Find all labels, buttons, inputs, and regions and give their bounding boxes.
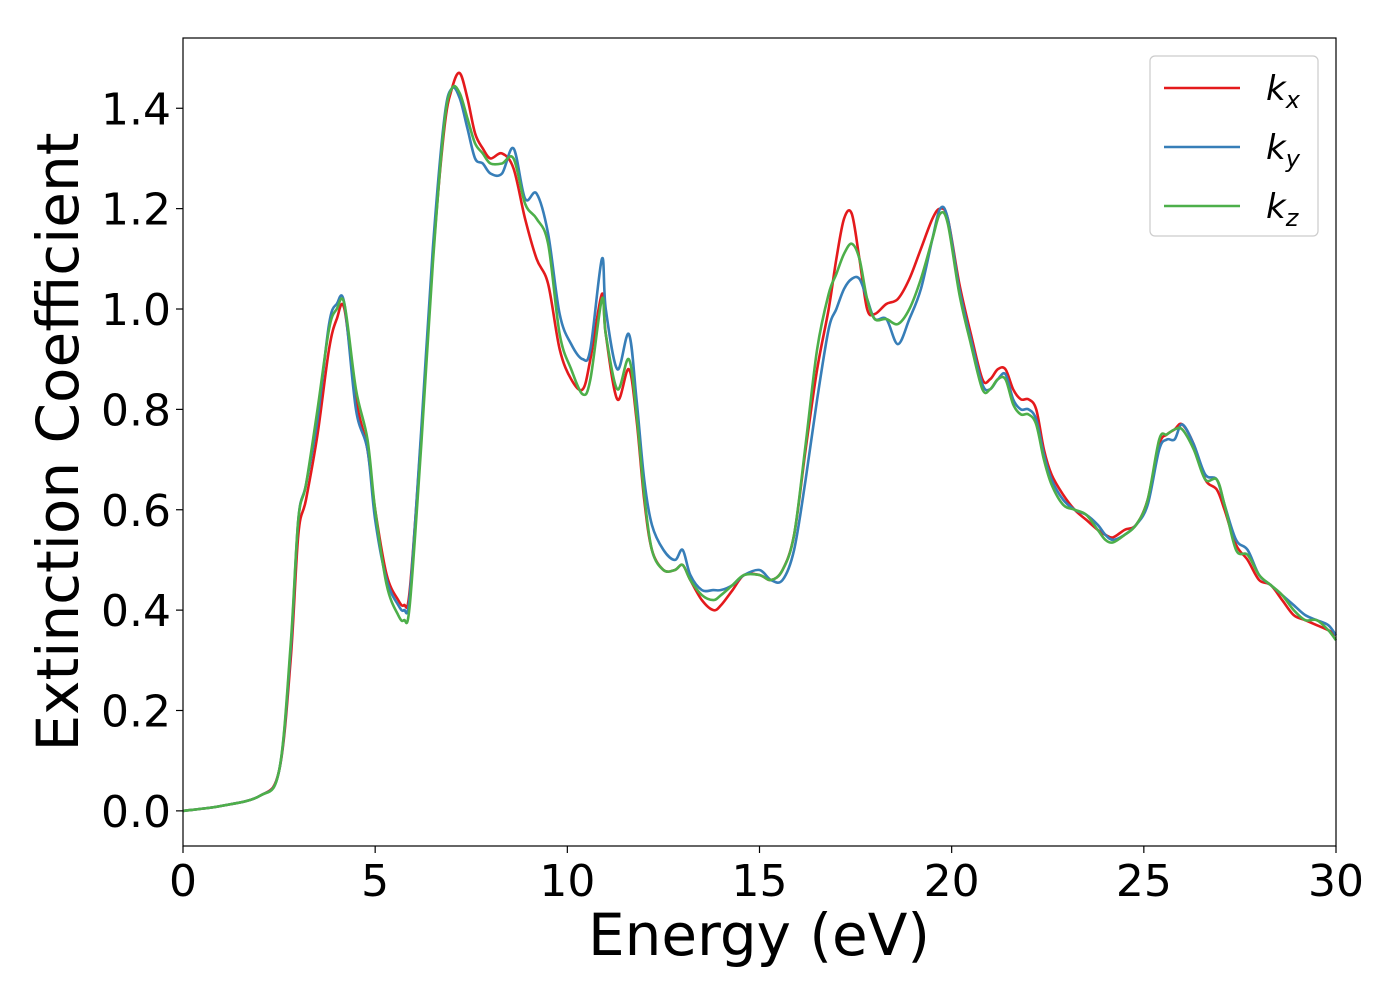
y-tick-label: 0.2 <box>101 686 171 737</box>
y-tick-label: 0.6 <box>101 486 171 537</box>
legend-label-ky: ky <box>1266 128 1301 173</box>
y-tick-label: 0.4 <box>101 586 171 637</box>
y-tick-label: 1.4 <box>101 84 171 135</box>
y-axis-ticks: 0.0 0.2 0.4 0.6 0.8 1.0 1.2 1.4 <box>101 84 183 838</box>
x-tick-label: 30 <box>1308 856 1364 907</box>
x-axis-title: Energy (eV) <box>588 901 930 969</box>
series-layer <box>182 71 1338 813</box>
y-tick-label: 1.0 <box>101 285 171 336</box>
series-line-kz <box>182 84 1338 813</box>
x-tick-label: 15 <box>732 856 788 907</box>
y-axis-title: Extinction Coefficient <box>24 133 92 752</box>
y-tick-label: 0.0 <box>101 787 171 838</box>
y-tick-label: 0.8 <box>101 385 171 436</box>
x-tick-label: 10 <box>539 856 595 907</box>
x-axis-ticks: 0 5 10 15 20 25 30 <box>169 846 1364 907</box>
x-tick-label: 0 <box>169 856 197 907</box>
x-tick-label: 20 <box>924 856 980 907</box>
x-tick-label: 5 <box>361 856 389 907</box>
x-tick-label: 25 <box>1116 856 1172 907</box>
plot-area <box>183 38 1336 846</box>
y-tick-label: 1.2 <box>101 185 171 236</box>
